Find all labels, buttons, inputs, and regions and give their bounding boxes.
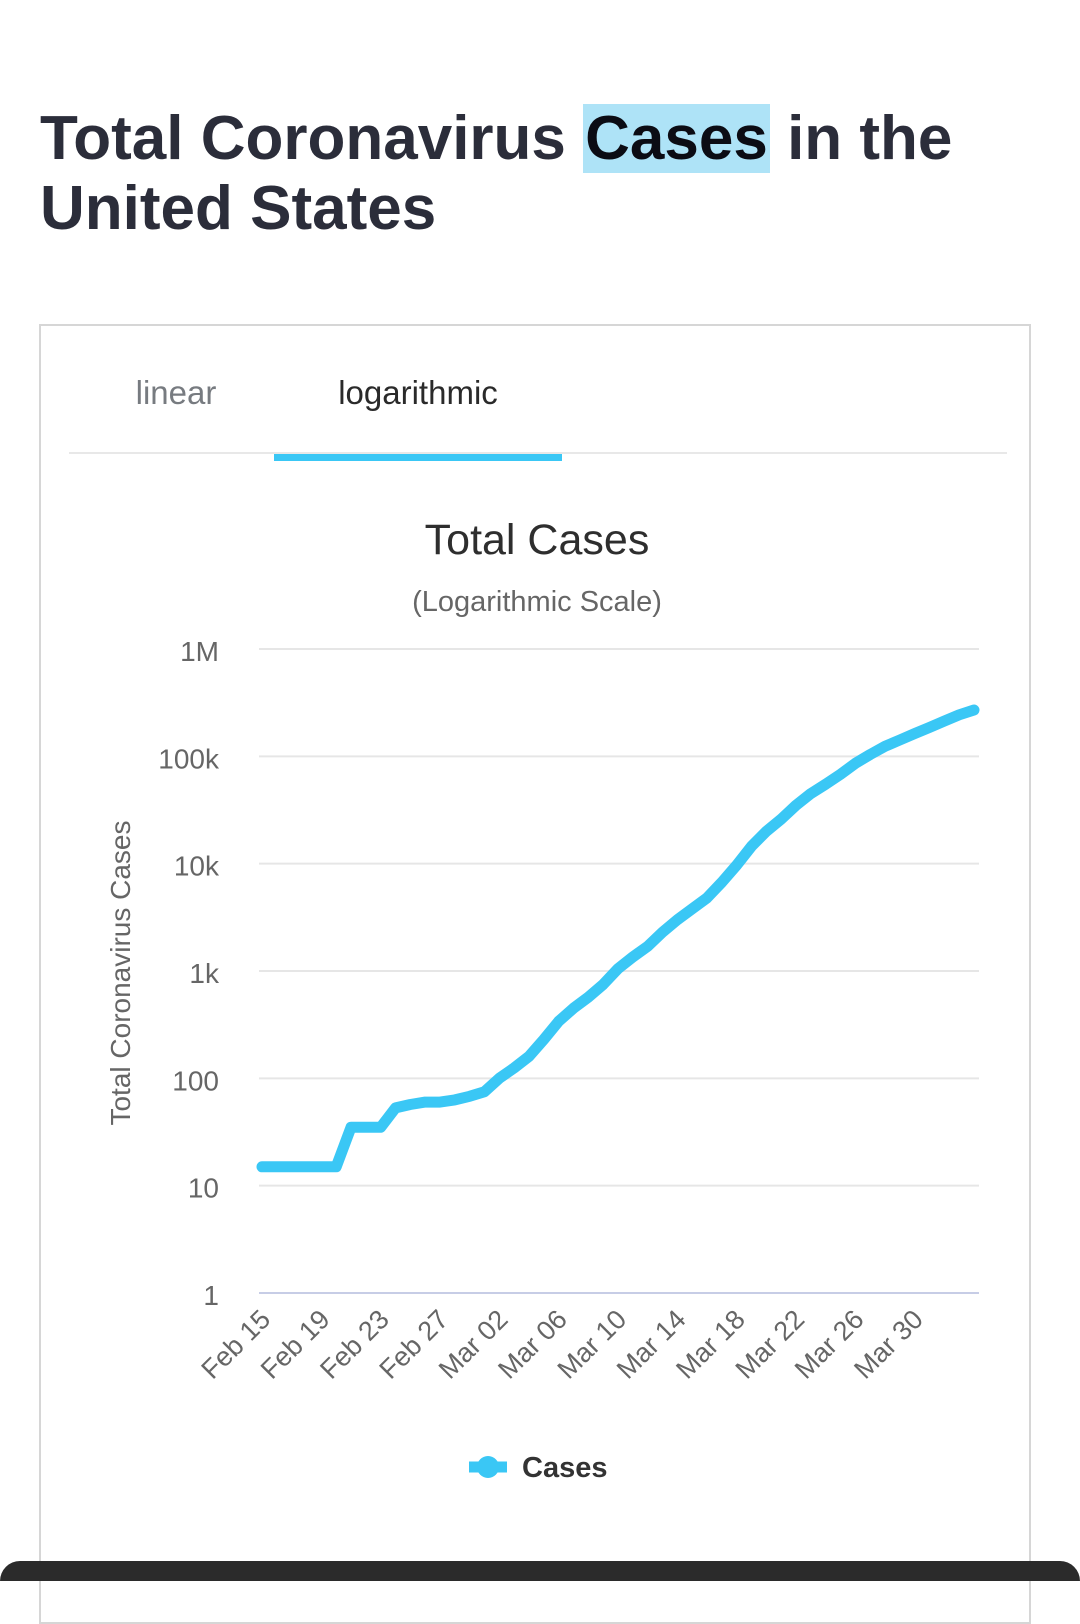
title-highlight: Cases bbox=[583, 104, 770, 173]
legend-label: Cases bbox=[522, 1452, 607, 1484]
tab-linear[interactable]: linear bbox=[135, 374, 217, 411]
series-line-cases bbox=[256, 704, 980, 1173]
active-tab-indicator bbox=[274, 454, 562, 461]
y-tick-label: 10k bbox=[174, 851, 220, 882]
tab-logarithmic[interactable]: logarithmic bbox=[338, 374, 498, 411]
y-tick-label: 100 bbox=[172, 1065, 219, 1096]
chart-subtitle: (Logarithmic Scale) bbox=[412, 586, 662, 618]
cases-chart: Total Cases (Logarithmic Scale) Total Coro… bbox=[105, 516, 980, 1484]
y-axis-label: Total Coronavirus Cases bbox=[105, 820, 136, 1125]
title-part-2: in the United States bbox=[40, 104, 953, 243]
legend-marker bbox=[477, 1456, 499, 1478]
chart-card: linear logarithmic Total Cases (Logarithm… bbox=[39, 324, 1031, 1624]
y-tick-label: 1k bbox=[189, 958, 220, 989]
title-part-1: Total Coronavirus bbox=[40, 104, 584, 173]
tabs-divider bbox=[69, 452, 1007, 454]
y-tick-label: 100k bbox=[158, 743, 220, 774]
y-tick-label: 1 bbox=[203, 1280, 219, 1311]
chart-title: Total Cases bbox=[425, 516, 650, 564]
page-title: Total Coronavirus Cases in the United St… bbox=[40, 104, 1040, 244]
y-tick-label: 10 bbox=[188, 1173, 219, 1204]
bottom-sheet-edge bbox=[0, 1561, 1080, 1581]
y-tick-label: 1M bbox=[180, 636, 219, 667]
